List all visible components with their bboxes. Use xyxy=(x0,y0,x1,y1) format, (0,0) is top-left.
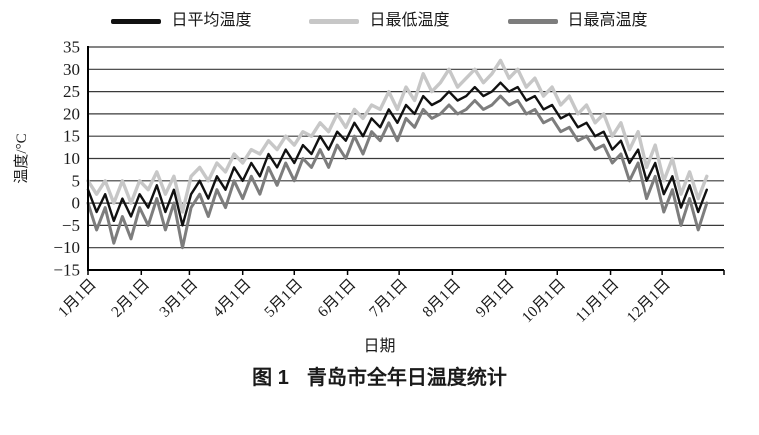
svg-text:−10: −10 xyxy=(53,238,80,257)
svg-text:5月1日: 5月1日 xyxy=(261,276,306,321)
x-axis-ticks xyxy=(87,270,725,275)
svg-text:10: 10 xyxy=(63,149,80,168)
chart-legend: 日平均温度 日最低温度 日最高温度 xyxy=(0,0,759,36)
svg-text:1月1日: 1月1日 xyxy=(55,276,100,321)
legend-line-swatch-daily-minimum xyxy=(309,18,360,24)
axes xyxy=(87,46,724,271)
svg-text:12月1日: 12月1日 xyxy=(624,276,674,326)
svg-text:9月1日: 9月1日 xyxy=(473,276,518,321)
svg-text:11月1日: 11月1日 xyxy=(572,276,622,326)
legend-item-daily-maximum: 日最高温度 xyxy=(507,12,648,29)
x-axis-tick-labels: 1月1日 2月1日 3月1日 4月1日 5月1日 6月1日 7月1日 8月1日 9月1日 10月1… xyxy=(55,276,674,326)
svg-text:6月1日: 6月1日 xyxy=(314,276,359,321)
legend-label-daily-average: 日平均温度 xyxy=(171,12,252,29)
legend-item-daily-minimum: 日最低温度 xyxy=(309,12,450,29)
legend-label-daily-maximum: 日最高温度 xyxy=(567,12,648,29)
series-line-1 xyxy=(86,58,709,214)
svg-text:25: 25 xyxy=(63,82,80,101)
svg-text:15: 15 xyxy=(63,127,80,146)
svg-text:3月1日: 3月1日 xyxy=(156,276,201,321)
line-chart-plot-area: −15 −10 −5 0 5 10 15 20 25 30 35 温度/°C 1月1日 2月1日 3月1日 4… xyxy=(13,38,725,326)
svg-text:−5: −5 xyxy=(62,216,80,235)
y-axis-tick-labels: −15 −10 −5 0 5 10 15 20 25 30 35 xyxy=(53,38,80,280)
figure-caption-title: 青岛市全年日温度统计 xyxy=(306,367,507,389)
x-axis-title: 日期 xyxy=(363,338,396,355)
y-axis-title: 温度/°C xyxy=(13,133,30,183)
series-line-2 xyxy=(86,94,709,250)
legend-line-swatch-daily-maximum xyxy=(507,18,558,24)
svg-text:−15: −15 xyxy=(53,261,80,280)
svg-text:30: 30 xyxy=(63,60,80,79)
series-line-0 xyxy=(86,81,708,227)
figure-caption-number: 图 1 xyxy=(252,367,289,389)
svg-text:2月1日: 2月1日 xyxy=(108,276,153,321)
svg-text:7月1日: 7月1日 xyxy=(366,276,411,321)
svg-text:20: 20 xyxy=(63,104,80,123)
svg-text:10月1日: 10月1日 xyxy=(519,276,569,326)
figure-caption: 图 1 青岛市全年日温度统计 xyxy=(0,361,759,390)
svg-text:5: 5 xyxy=(72,171,81,190)
svg-text:4月1日: 4月1日 xyxy=(210,276,255,321)
legend-item-daily-average: 日平均温度 xyxy=(111,13,251,29)
svg-text:0: 0 xyxy=(72,194,81,213)
legend-line-swatch-daily-average xyxy=(111,18,162,24)
plot-series xyxy=(86,58,709,250)
svg-text:35: 35 xyxy=(63,38,80,57)
legend-label-daily-minimum: 日最低温度 xyxy=(369,12,450,29)
svg-text:8月1日: 8月1日 xyxy=(419,276,464,321)
